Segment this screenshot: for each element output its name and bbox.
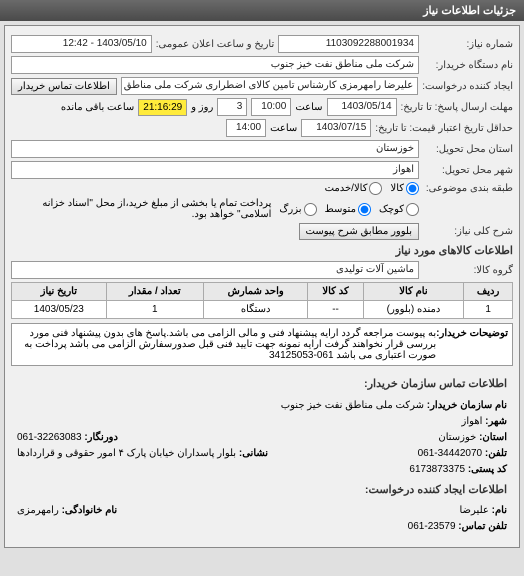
budget-radio-goods-label: کالا <box>390 183 404 194</box>
remaining-suffix: ساعت باقی مانده <box>61 102 134 113</box>
contact-city-label: شهر: <box>485 416 507 427</box>
td-code: -- <box>308 301 363 319</box>
td-date: 1403/05/23 <box>12 301 107 319</box>
postal-label: کد پستی: <box>468 464 507 475</box>
validity-time-field: 14:00 <box>226 119 266 137</box>
org-value: شرکت ملی مناطق نفت خیز جنوب <box>281 400 424 411</box>
budget-radio-goods[interactable]: کالا <box>390 182 419 195</box>
creator-field: علیرضا رامهرمزی کارشناس تامین کالای اضطر… <box>121 77 418 95</box>
request-number-field: 1103092288001934 <box>278 35 419 53</box>
contact-info-button[interactable]: اطلاعات تماس خریدار <box>11 78 117 95</box>
tel-label: تلفن تماس: <box>458 521 507 532</box>
contact-province-label: استان: <box>479 432 507 443</box>
th-code: کد کالا <box>308 283 363 301</box>
deadline-time-label: ساعت <box>295 102 322 113</box>
buyer-notes-label: توضیحات خریدار: <box>436 328 508 361</box>
buyer-label: نام دستگاه خریدار: <box>423 60 513 71</box>
name-label: نام: <box>492 505 507 516</box>
validity-label: حداقل تاریخ اعتبار قیمت: تا تاریخ: <box>375 123 513 134</box>
size-radio-medium-input[interactable] <box>358 203 371 216</box>
postal-value: 6173873375 <box>409 464 465 475</box>
payment-note: پرداخت تمام یا بخشی از مبلغ خرید،از محل … <box>11 198 271 220</box>
org-label: نام سازمان خریدار: <box>427 400 507 411</box>
td-unit: دستگاه <box>203 301 308 319</box>
province-label: استان محل تحویل: <box>423 144 513 155</box>
contact-city-value: اهواز <box>462 416 483 427</box>
need-title-button[interactable]: بلوور مطابق شرح پیوست <box>299 223 420 240</box>
buyer-notes-box: توضیحات خریدار: به پیوست مراجعه گردد ارا… <box>11 323 513 366</box>
remaining-time-field: 21:16:29 <box>138 99 187 116</box>
size-radio-large-input[interactable] <box>304 203 317 216</box>
size-radio-small-label: کوچک <box>379 204 404 215</box>
th-name: نام کالا <box>363 283 464 301</box>
province-field: خوزستان <box>11 140 419 158</box>
validity-time-label: ساعت <box>270 123 297 134</box>
fax-value: 32263083-061 <box>17 432 82 443</box>
lastname-label: نام خانوادگی: <box>62 505 118 516</box>
request-number-label: شماره نیاز: <box>423 39 513 50</box>
creator-section-title: اطلاعات ایجاد کننده درخواست: <box>17 482 507 500</box>
budget-radio-goods-service-label: کالا/خدمت <box>325 183 368 194</box>
budget-radio-goods-input[interactable] <box>406 182 419 195</box>
size-radio-large[interactable]: بزرگ <box>279 203 316 216</box>
lastname-value: رامهرمزی <box>17 505 59 516</box>
size-radio-large-label: بزرگ <box>279 204 301 215</box>
panel-title: جزئیات اطلاعات نیاز <box>423 5 516 17</box>
need-title-label: شرح کلی نیاز: <box>423 226 513 237</box>
city-field: اهواز <box>11 161 419 179</box>
buyer-notes-text: به پیوست مراجعه گردد ارایه پیشنهاد فنی و… <box>16 328 436 361</box>
th-index: ردیف <box>464 283 513 301</box>
remaining-days-label: روز و <box>191 102 213 113</box>
goods-section-title: اطلاعات کالاهای مورد نیاز <box>11 244 513 257</box>
creator-label: ایجاد کننده درخواست: <box>422 81 513 92</box>
td-qty: 1 <box>106 301 203 319</box>
name-value: علیرضا <box>460 505 489 516</box>
tel-value: 23579-061 <box>408 521 456 532</box>
budget-radio-goods-service-input[interactable] <box>369 182 382 195</box>
table-row: 1 دمنده (بلوور) -- دستگاه 1 1403/05/23 <box>12 301 513 319</box>
td-name: دمنده (بلوور) <box>363 301 464 319</box>
buyer-field: شرکت ملی مناطق نفت خیز جنوب <box>11 56 419 74</box>
datetime-field: 1403/05/10 - 12:42 <box>11 35 152 53</box>
validity-date-field: 1403/07/15 <box>301 119 371 137</box>
address-value: بلوار پاسداران خیابان پارک ۴ امور حقوقی … <box>17 448 236 459</box>
contact-province-value: خوزستان <box>438 432 476 443</box>
main-panel: شماره نیاز: 1103092288001934 تاریخ و ساع… <box>4 25 520 548</box>
size-radio-group: کوچک متوسط بزرگ پرداخت تمام یا بخشی از م… <box>11 198 419 220</box>
budget-label: طبقه بندی موضوعی: <box>423 183 513 194</box>
size-radio-small-input[interactable] <box>406 203 419 216</box>
remaining-days-field: 3 <box>217 98 247 116</box>
contact-section-title: اطلاعات تماس سازمان خریدار: <box>17 376 507 394</box>
city-label: شهر محل تحویل: <box>423 165 513 176</box>
group-label: گروه کالا: <box>423 265 513 276</box>
deadline-date-field: 1403/05/14 <box>327 98 397 116</box>
address-label: نشانی: <box>239 448 268 459</box>
budget-radio-group: کالا کالا/خدمت <box>11 182 419 195</box>
datetime-label: تاریخ و ساعت اعلان عمومی: <box>156 39 275 50</box>
panel-header: جزئیات اطلاعات نیاز <box>0 0 524 21</box>
th-qty: تعداد / مقدار <box>106 283 203 301</box>
budget-radio-goods-service[interactable]: کالا/خدمت <box>325 182 383 195</box>
fax-label: دورنگار: <box>84 432 118 443</box>
contact-phone-value: 34442070-061 <box>418 448 483 459</box>
goods-table: ردیف نام کالا کد کالا واحد شمارش تعداد /… <box>11 282 513 319</box>
size-radio-medium-label: متوسط <box>325 204 356 215</box>
deadline-time-field: 10:00 <box>251 98 291 116</box>
contact-phone-label: تلفن: <box>485 448 507 459</box>
th-unit: واحد شمارش <box>203 283 308 301</box>
size-radio-small[interactable]: کوچک <box>379 203 419 216</box>
table-header-row: ردیف نام کالا کد کالا واحد شمارش تعداد /… <box>12 283 513 301</box>
size-radio-medium[interactable]: متوسط <box>325 203 371 216</box>
td-index: 1 <box>464 301 513 319</box>
group-field: ماشین آلات تولیدی <box>11 261 419 279</box>
th-date: تاریخ نیاز <box>12 283 107 301</box>
deadline-label: مهلت ارسال پاسخ: تا تاریخ: <box>401 102 513 113</box>
contact-section: اطلاعات تماس سازمان خریدار: نام سازمان خ… <box>11 366 513 541</box>
